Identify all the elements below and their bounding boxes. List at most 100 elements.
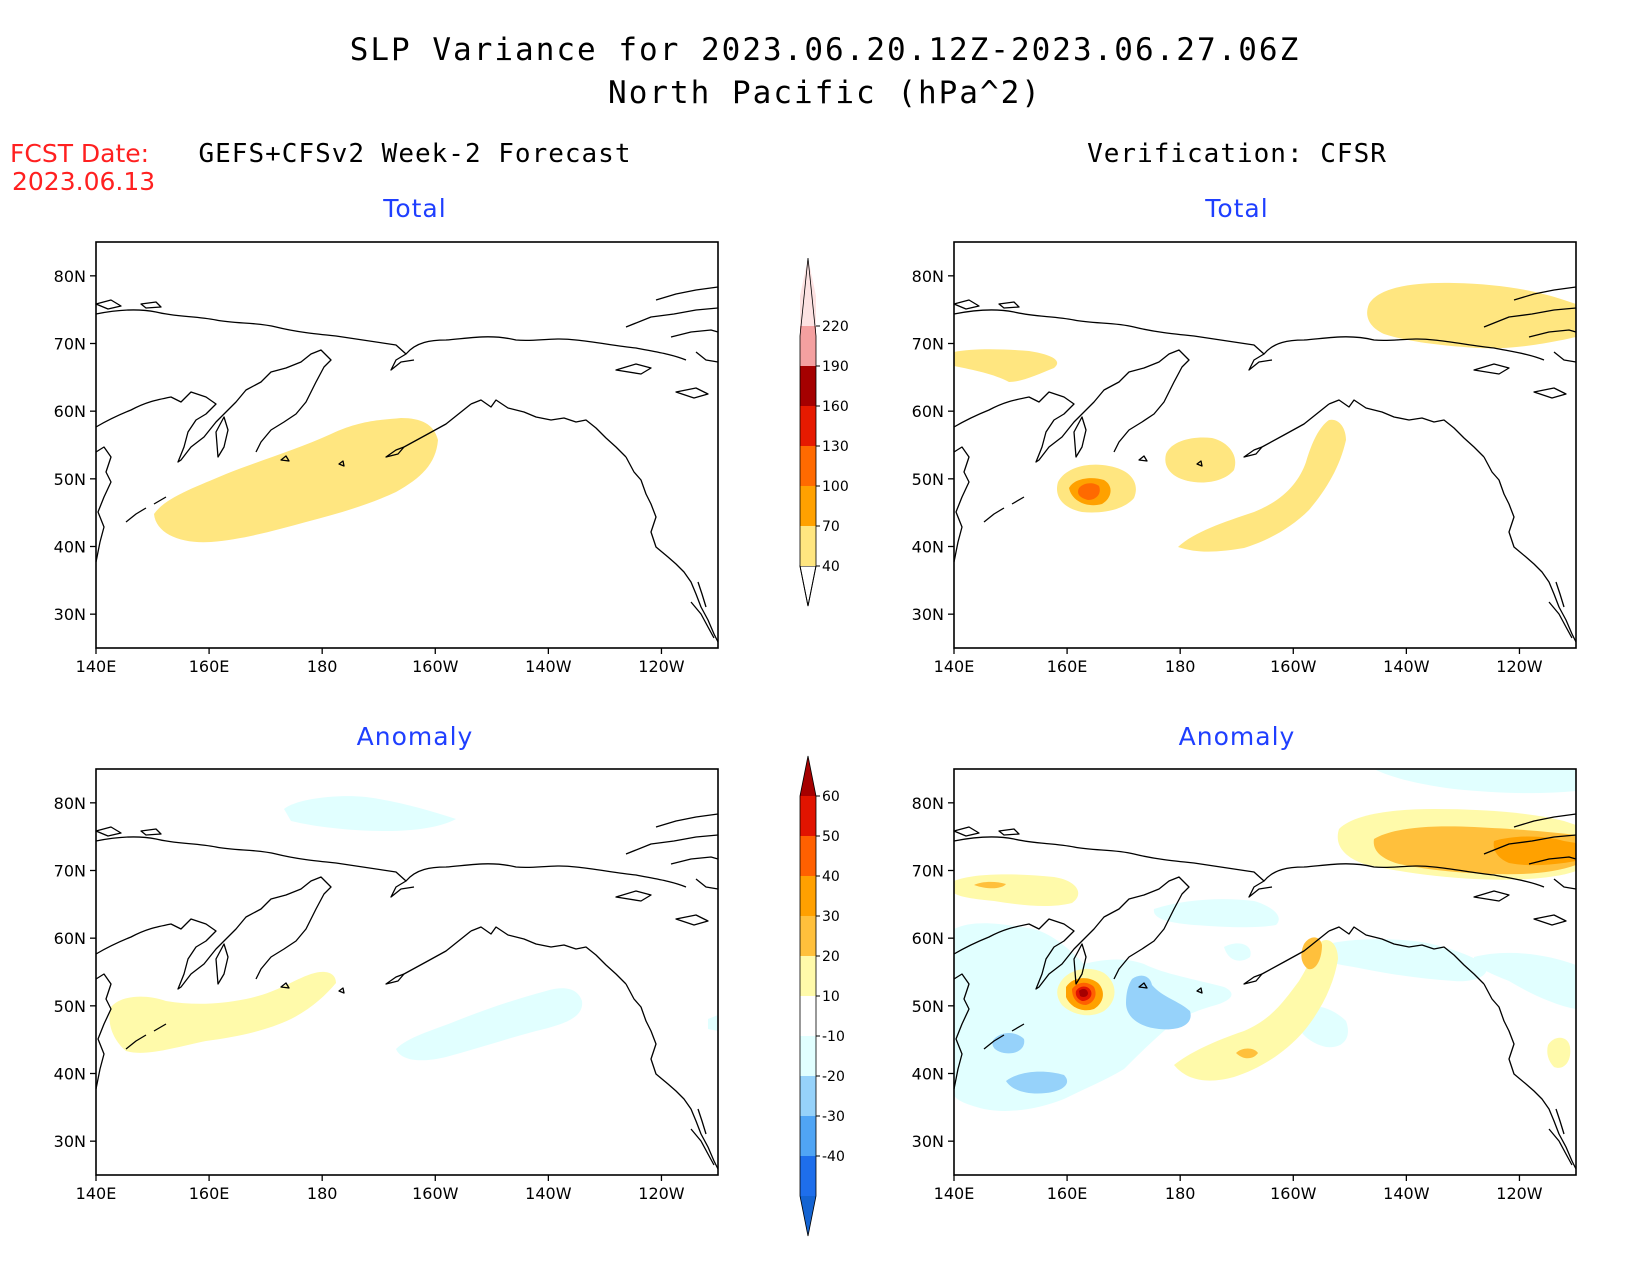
contour-light-blue	[1006, 1071, 1068, 1094]
contour-dark-red	[1079, 988, 1088, 997]
colorbar-level-label: 30	[822, 909, 840, 925]
lat-tick-label: 50N	[912, 997, 944, 1016]
fcst-date-label: FCST Date:	[10, 139, 149, 168]
colorbar-level-label: 40	[822, 869, 840, 885]
lon-tick-label: 160W	[412, 657, 459, 676]
colorbar-segment	[800, 756, 816, 796]
colorbar-segment	[800, 526, 816, 566]
contour-light-cyan	[284, 796, 456, 831]
left-column-header: GEFS+CFSv2 Week-2 Forecast	[199, 139, 632, 169]
colorbar-segment	[800, 876, 816, 916]
colorbar-segment	[800, 1116, 816, 1156]
lat-tick-label: 30N	[54, 1132, 86, 1151]
colorbar-segment	[800, 1156, 816, 1196]
contour-light-orange	[974, 881, 1006, 889]
lon-tick-label: 160W	[1270, 657, 1317, 676]
lon-tick-label: 180	[307, 657, 338, 676]
contour-light-cyan	[1304, 939, 1487, 982]
contour-orange	[1514, 845, 1540, 856]
colorbar-anomaly: -40 -30 -20 -10 10 20 30 40 50 60	[799, 755, 845, 1237]
lat-tick-label: 60N	[54, 402, 86, 421]
lat-tick-label: 50N	[912, 470, 944, 489]
lat-tick-label: 80N	[54, 794, 86, 813]
colorbar-segment	[800, 258, 816, 326]
colorbar-segment	[800, 1036, 816, 1076]
colorbar-level-label: 70	[822, 519, 840, 535]
lat-tick-label: 40N	[54, 1065, 86, 1084]
lat-tick-label: 70N	[912, 335, 944, 354]
lon-tick-label: 160E	[1047, 657, 1088, 676]
contour-light-cyan	[1474, 952, 1576, 1009]
lat-tick-label: 80N	[912, 267, 944, 286]
fcst-date-value: 2023.06.13	[12, 167, 155, 196]
contour-light-yellow	[1174, 939, 1338, 1081]
lat-tick-label: 50N	[54, 997, 86, 1016]
colorbar-level-label: -30	[822, 1109, 845, 1125]
colorbar-level-label: 40	[822, 559, 840, 575]
lon-tick-label: 140E	[76, 657, 117, 676]
lat-tick-label: 70N	[54, 335, 86, 354]
lat-tick-label: 30N	[912, 605, 944, 624]
lon-tick-label: 180	[307, 1184, 338, 1203]
lat-tick-label: 40N	[912, 1065, 944, 1084]
map-panel-forecast-total	[95, 241, 719, 649]
panel-label-forecast-total: Total	[382, 194, 446, 223]
lon-tick-label: 140W	[525, 1184, 572, 1203]
lon-tick-label: 180	[1165, 657, 1196, 676]
contour-light-yellow	[109, 971, 336, 1053]
lat-tick-label: 30N	[912, 1132, 944, 1151]
colorbar-level-label: 160	[822, 399, 849, 415]
lat-tick-label: 80N	[912, 794, 944, 813]
colorbar-level-label: 130	[822, 439, 849, 455]
colorbar-level-label: -20	[822, 1069, 845, 1085]
map-panel-verify-anomaly	[953, 768, 1577, 1176]
colorbar-level-label: 10	[822, 989, 840, 1005]
colorbar-level-label: -40	[822, 1149, 845, 1165]
contour-light-cyan	[708, 1015, 718, 1031]
contour-light-cyan	[396, 988, 583, 1061]
contour-yellow	[1165, 437, 1236, 483]
lat-tick-label: 70N	[912, 862, 944, 881]
colorbar-segment	[800, 446, 816, 486]
colorbar-segment	[800, 406, 816, 446]
lon-tick-label: 160W	[1270, 1184, 1317, 1203]
contour-light-orange	[1301, 937, 1322, 970]
lat-tick-label: 60N	[912, 929, 944, 948]
lat-tick-label: 30N	[54, 605, 86, 624]
contour-light-blue	[992, 1033, 1025, 1054]
lat-tick-label: 80N	[54, 267, 86, 286]
colorbar-segment	[800, 1076, 816, 1116]
lon-tick-label: 180	[1165, 1184, 1196, 1203]
lon-tick-label: 140W	[1383, 657, 1430, 676]
colorbar-level-label: 220	[822, 319, 849, 335]
colorbar-segment	[800, 836, 816, 876]
colorbar-segment	[800, 796, 816, 836]
lon-tick-label: 140E	[934, 1184, 975, 1203]
colorbar-segment	[800, 326, 816, 366]
lat-tick-label: 60N	[54, 929, 86, 948]
contour-yellow	[1178, 419, 1346, 552]
panel-label-verify-total: Total	[1204, 194, 1268, 223]
lon-tick-label: 160E	[189, 657, 230, 676]
figure-title-line1: SLP Variance for 2023.06.20.12Z-2023.06.…	[350, 32, 1301, 68]
contour-light-cyan	[1224, 943, 1251, 961]
lon-tick-label: 120W	[1496, 1184, 1543, 1203]
colorbar-level-label: 20	[822, 949, 840, 965]
colorbar-level-label: 60	[822, 789, 840, 805]
lon-tick-label: 140W	[1383, 1184, 1430, 1203]
right-column-header: Verification: CFSR	[1087, 139, 1387, 169]
colorbar-segment	[800, 916, 816, 956]
contour-yellow	[154, 418, 438, 543]
contour-light-cyan	[954, 923, 1232, 1111]
map-panel-forecast-anomaly	[95, 768, 719, 1176]
lon-tick-label: 120W	[638, 1184, 685, 1203]
colorbar-segment	[800, 486, 816, 526]
contour-yellow	[954, 349, 1058, 382]
lon-tick-label: 160W	[412, 1184, 459, 1203]
contour-light-cyan	[1374, 769, 1576, 794]
lat-tick-label: 40N	[912, 538, 944, 557]
panel-label-verify-anomaly: Anomaly	[1179, 722, 1296, 751]
colorbar-level-label: -10	[822, 1029, 845, 1045]
figure-title-line2: North Pacific (hPa^2)	[608, 75, 1042, 111]
